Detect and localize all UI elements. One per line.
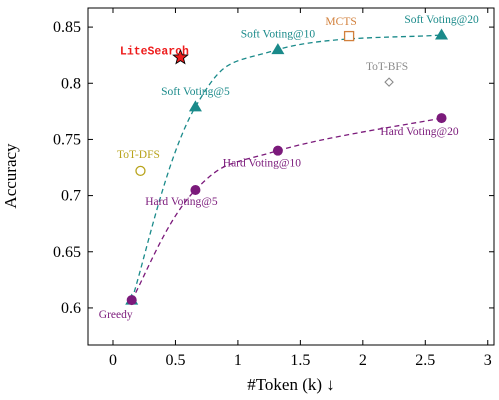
y-tick-label: 0.6 (61, 300, 81, 317)
x-tick-label: 1.5 (290, 352, 310, 369)
hard-voting-point (272, 145, 283, 156)
hard-voting-curve (131, 117, 442, 301)
soft-voting-label: Soft Voting@5 (161, 86, 230, 98)
soft-voting-point (188, 100, 202, 112)
markers-layer (125, 28, 449, 306)
litesearch-point (172, 48, 189, 65)
curves-layer (131, 34, 442, 301)
hard-voting-point (436, 113, 447, 124)
x-tick-label: 2.5 (415, 352, 435, 369)
x-tick-label: 2 (359, 352, 367, 369)
hard-voting-point (190, 184, 201, 195)
tot-bfs-label: ToT-BFS (366, 61, 408, 73)
y-tick-label: 0.75 (53, 131, 81, 148)
x-tick-label: 0.5 (165, 352, 185, 369)
y-axis-label: Accuracy (1, 143, 20, 209)
soft-voting-label: Soft Voting@10 (241, 29, 316, 41)
hard-voting-label: Hard Voting@5 (145, 196, 218, 208)
hard-voting-label: Hard Voting@10 (223, 158, 301, 170)
x-tick-label: 1 (234, 352, 242, 369)
x-tick-label: 0 (109, 352, 117, 369)
y-tick-label: 0.8 (61, 75, 81, 92)
hard-voting-point (126, 295, 137, 306)
y-tick-label: 0.65 (53, 244, 81, 261)
tot-dfs-point (135, 165, 146, 177)
soft-voting-point (271, 43, 285, 55)
labels-layer: Soft Voting@5 Soft Voting@10 Soft Voting@2… (99, 14, 479, 321)
x-ticks: 0 0.5 1 1.5 2 2.5 3 (109, 8, 492, 369)
x-tick-label: 3 (484, 352, 492, 369)
soft-voting-label: Soft Voting@20 (404, 14, 479, 26)
y-tick-label: 0.7 (61, 188, 81, 205)
tot-dfs-label: ToT-DFS (117, 149, 160, 161)
y-tick-label: 0.85 (53, 19, 81, 36)
y-ticks: 0.6 0.65 0.7 0.75 0.8 0.85 (53, 19, 494, 317)
tot-bfs-point (384, 77, 394, 87)
litesearch-label: LiteSearch (120, 45, 189, 58)
plot-area (87, 7, 495, 346)
mcts-point (343, 30, 355, 42)
hard-voting-label: Greedy (99, 309, 133, 321)
soft-voting-point (435, 28, 449, 40)
mcts-label: MCTS (325, 16, 356, 28)
hard-voting-label: Hard Voting@20 (380, 126, 458, 138)
x-axis-label: #Token (k) ↓ (247, 375, 335, 394)
soft-voting-curve (131, 34, 442, 301)
